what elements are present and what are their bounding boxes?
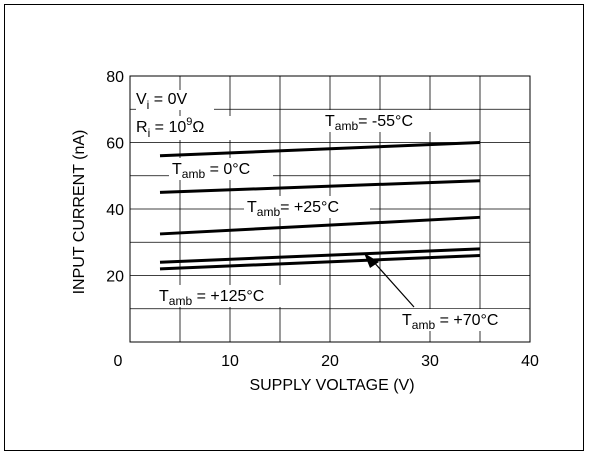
vi-condition-label: Vi = 0V [136,91,187,112]
series-line-3 [159,247,481,264]
series-label-m55: Tamb= -55°C [325,113,413,133]
series-label-p25: Tamb= +25°C [247,199,339,219]
series-label-p70: Tamb = +70°C [402,312,498,332]
y-tick-label: 80 [106,69,124,86]
y-tick-label: 40 [106,202,124,219]
figure-frame [4,4,584,451]
x-axis-label: SUPPLY VOLTAGE (V) [249,377,414,394]
label-bg-m55 [322,110,442,132]
x-tick-label: 30 [421,353,439,370]
ri-label-bg [136,116,244,140]
x-tick-label: 0 [114,353,123,370]
label-bg-p25 [244,196,370,218]
series-label-p125: Tamb = +125°C [159,288,264,308]
ri-condition-label: Ri = 109Ω [136,116,204,140]
y-axis-label: INPUT CURRENT (nA) [71,130,88,295]
leader-line-p70 [371,259,415,308]
y-tick-label: 60 [106,136,124,153]
label-bg-p70 [400,309,528,331]
series-line-2 [159,215,481,236]
x-tick-label: 20 [321,353,339,370]
series-label-0: Tamb = 0°C [172,161,250,181]
series-line-0 [159,141,481,158]
y-tick-label: 20 [106,269,124,286]
vi-label-bg [136,90,214,110]
x-tick-label: 10 [221,353,239,370]
label-bg-0 [169,158,273,180]
plot-border [129,75,531,343]
tick-labels: 0 10 20 30 40 80 60 40 20 [106,69,539,370]
arrowhead-icon [364,253,379,268]
label-bg-p125 [156,285,300,307]
series-line-1 [159,179,481,194]
x-tick-label: 40 [521,353,539,370]
series-line-4 [159,254,481,271]
series-lines [159,141,481,271]
